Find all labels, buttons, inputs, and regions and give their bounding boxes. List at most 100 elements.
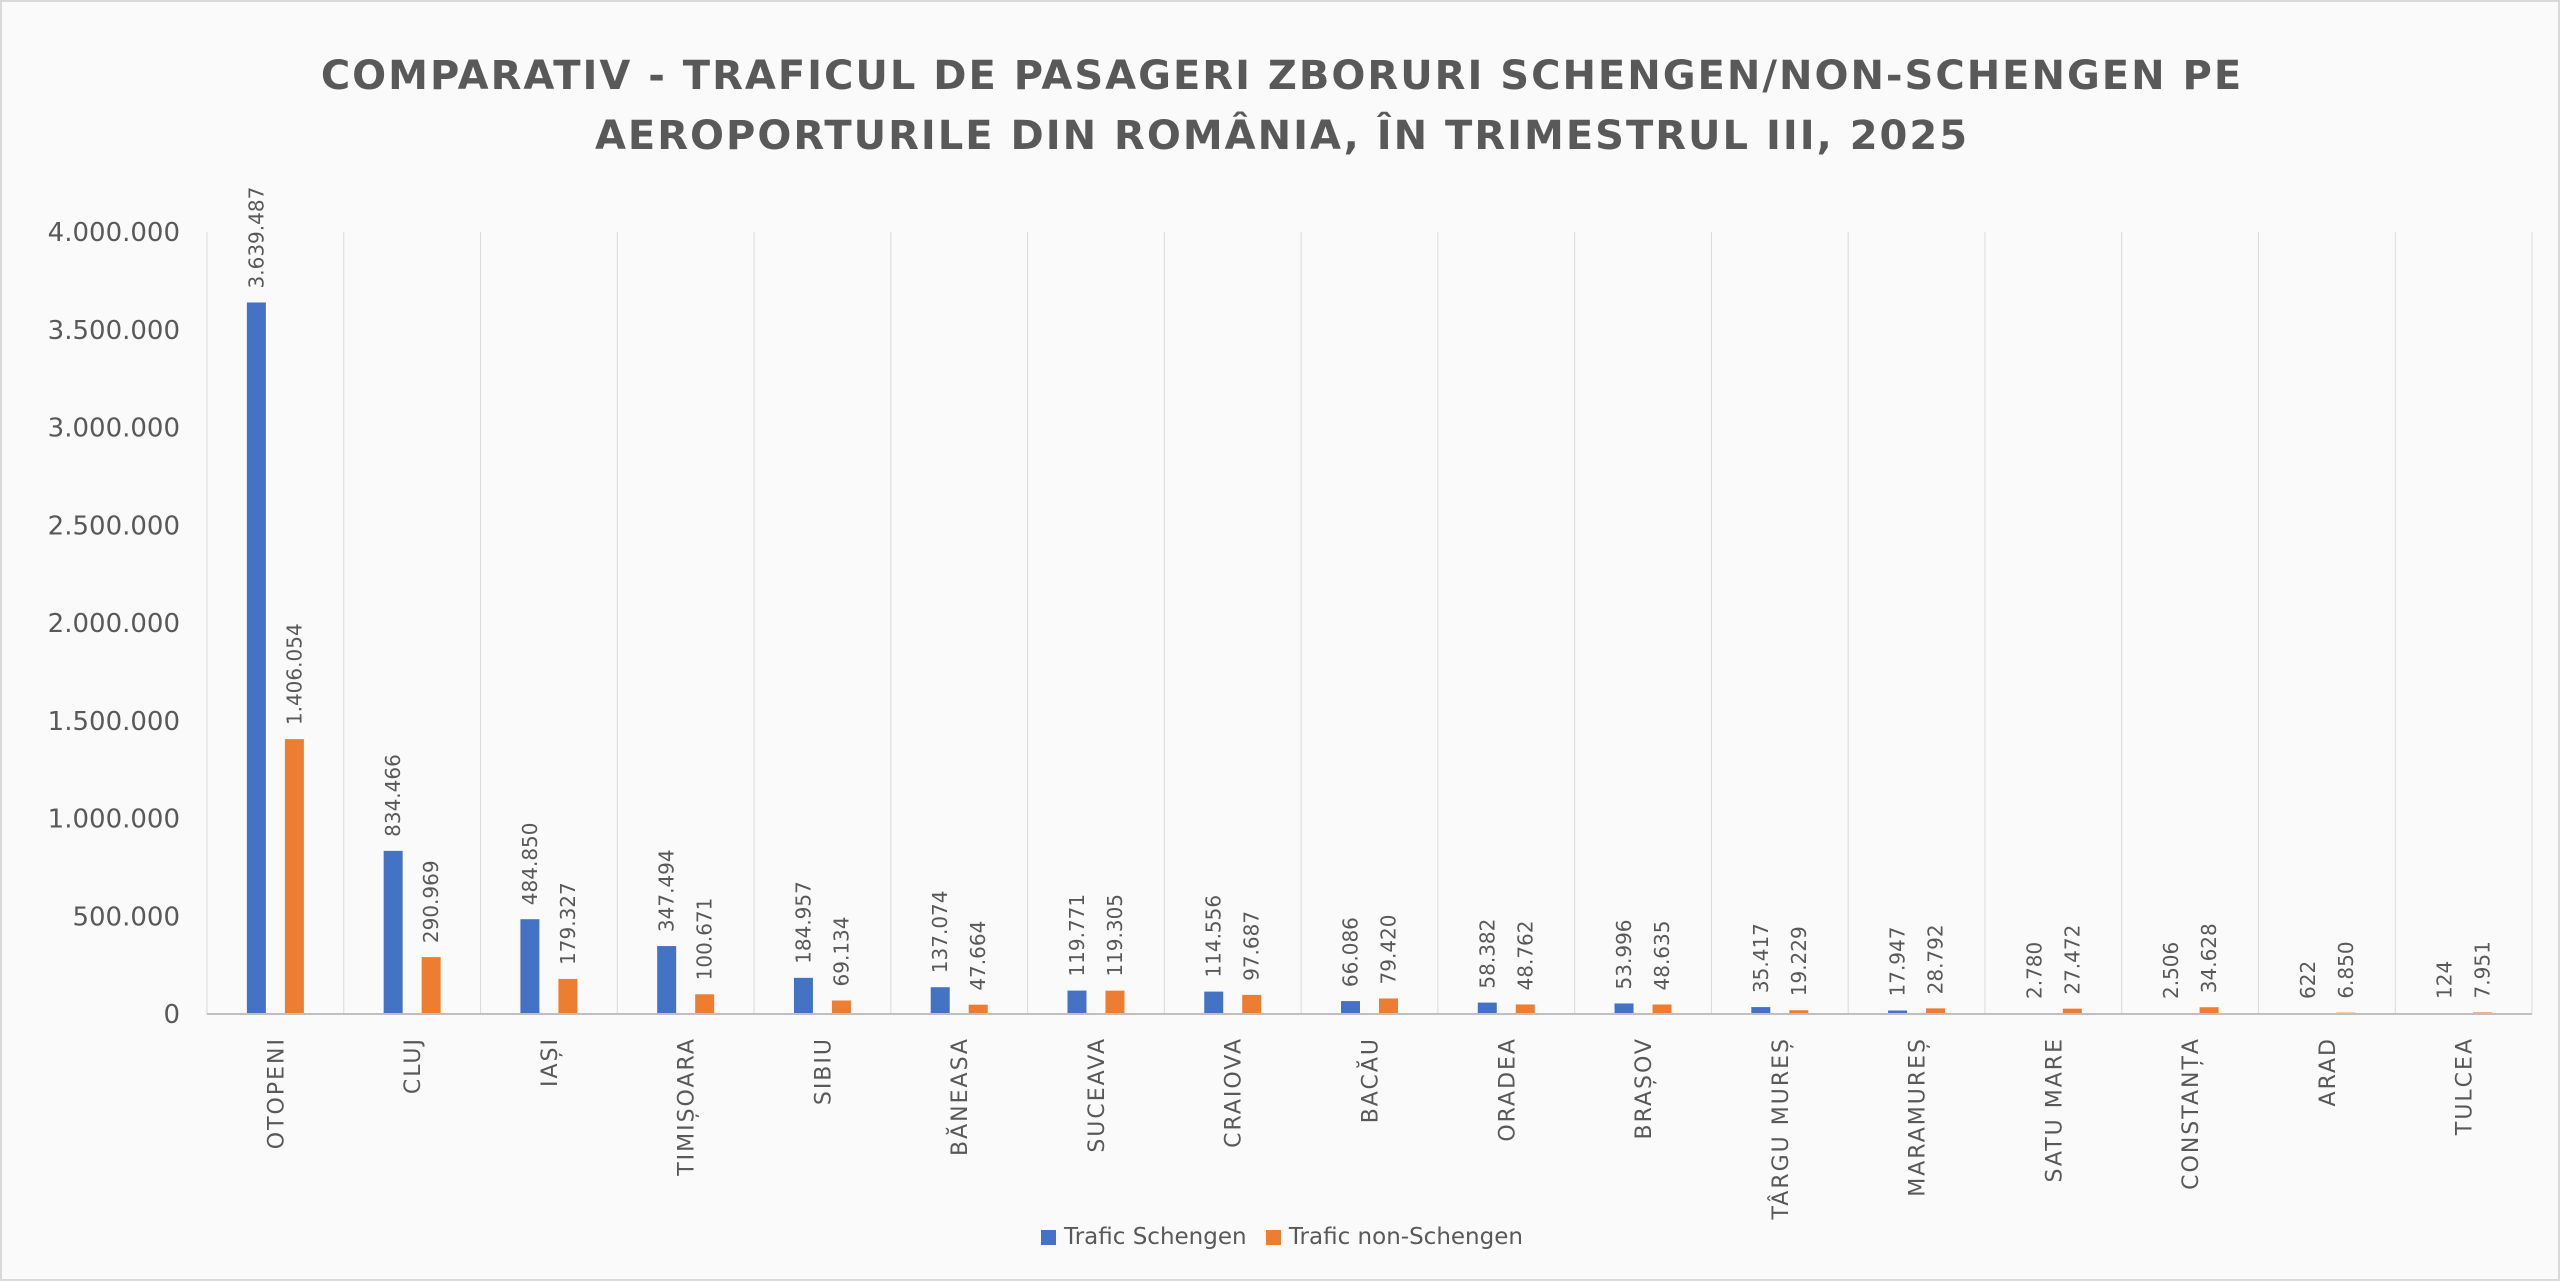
data-label: 100.671	[693, 898, 717, 981]
x-tick-label: CRAIOVA	[1222, 1037, 1247, 1148]
data-label: 47.664	[966, 921, 990, 991]
bar-schengen	[1477, 1002, 1497, 1014]
data-label: 69.134	[829, 916, 853, 986]
x-tick-label: IAȘI	[538, 1037, 563, 1087]
y-tick-label: 4.000.000	[48, 218, 180, 248]
bar-schengen	[1614, 1003, 1634, 1014]
bar-schengen	[657, 946, 677, 1014]
bar-non-schengen	[695, 994, 715, 1014]
bar-schengen	[1067, 990, 1087, 1014]
data-label: 48.635	[1650, 921, 1674, 991]
x-tick-label: BĂNEASA	[946, 1037, 973, 1156]
y-tick-label: 3.000.000	[48, 414, 180, 444]
x-tick-label: BRAȘOV	[1632, 1037, 1657, 1139]
data-label: 19.229	[1787, 926, 1811, 996]
y-tick-label: 1.500.000	[48, 707, 180, 737]
x-tick-label: SUCEAVA	[1085, 1037, 1110, 1153]
bar-non-schengen	[1789, 1010, 1809, 1014]
data-label: 290.969	[419, 860, 443, 943]
legend-item-schengen: Trafic Schengen	[1041, 1224, 1247, 1250]
data-label: 6.850	[2334, 941, 2358, 998]
bar-schengen	[383, 850, 403, 1014]
y-tick-label: 0	[163, 1000, 180, 1030]
legend: Trafic Schengen Trafic non-Schengen	[2, 1224, 2560, 1251]
bar-non-schengen	[1379, 998, 1398, 1014]
legend-swatch-schengen	[1041, 1229, 1057, 1245]
chart-title-line-1: COMPARATIV - TRAFICUL DE PASAGERI ZBORUR…	[320, 53, 2244, 99]
data-label: 484.850	[518, 822, 542, 905]
chart-title: COMPARATIV - TRAFICUL DE PASAGERI ZBORUR…	[182, 46, 2382, 166]
data-label: 48.762	[1513, 920, 1537, 990]
bar-non-schengen	[1515, 1004, 1535, 1014]
bar-non-schengen	[2062, 1008, 2082, 1014]
x-tick-label: MARAMUREȘ	[1906, 1037, 1931, 1197]
legend-item-non-schengen: Trafic non-Schengen	[1265, 1224, 1523, 1250]
bar-schengen	[793, 977, 813, 1014]
x-tick-label: TÂRGU MUREȘ	[1768, 1037, 1794, 1220]
data-label: 347.494	[655, 849, 679, 932]
data-label: 79.420	[1377, 914, 1401, 984]
data-label: 2.506	[2159, 942, 2183, 999]
data-label: 27.472	[2060, 925, 2084, 995]
bar-non-schengen	[2199, 1007, 2219, 1014]
data-label: 184.957	[791, 881, 815, 964]
bar-schengen	[1204, 991, 1224, 1014]
data-label: 114.556	[1202, 895, 1226, 978]
y-tick-label: 500.000	[72, 902, 180, 932]
bar-schengen	[246, 302, 266, 1014]
bar-non-schengen	[1105, 990, 1125, 1014]
bar-non-schengen	[421, 957, 441, 1014]
data-label: 124	[2433, 961, 2457, 999]
x-tick-label: CLUJ	[401, 1037, 426, 1094]
y-tick-label: 2.500.000	[48, 511, 180, 541]
data-label: 17.947	[1886, 927, 1910, 997]
data-label: 622	[2296, 961, 2320, 999]
bar-schengen	[1888, 1010, 1908, 1014]
data-label: 34.628	[2197, 923, 2221, 993]
bar-non-schengen	[284, 739, 304, 1014]
data-label: 58.382	[1475, 919, 1499, 989]
x-tick-label: ORADEA	[1495, 1037, 1520, 1142]
bar-schengen	[1751, 1007, 1771, 1014]
x-tick-label: CONSTANȚA	[2179, 1037, 2204, 1190]
bar-non-schengen	[1652, 1004, 1672, 1014]
y-tick-label: 2.000.000	[48, 609, 180, 639]
x-tick-label: TIMIȘOARA	[675, 1037, 700, 1177]
legend-swatch-non-schengen	[1265, 1229, 1281, 1245]
y-tick-label: 3.500.000	[48, 316, 180, 346]
x-tick-label: BACĂU	[1357, 1037, 1384, 1123]
data-label: 119.771	[1065, 894, 1089, 977]
data-label: 179.327	[556, 882, 580, 965]
data-label: 3.639.487	[244, 187, 268, 289]
bar-schengen	[1341, 1001, 1360, 1014]
x-tick-label: SIBIU	[811, 1037, 836, 1105]
x-tick-label: SATU MARE	[2042, 1037, 2067, 1182]
legend-label-schengen: Trafic Schengen	[1064, 1224, 1247, 1250]
chart-title-line-2: AEROPORTURILE DIN ROMÂNIA, ÎN TRIMESTRUL…	[594, 113, 1970, 159]
data-label: 66.086	[1339, 917, 1363, 987]
data-label: 53.996	[1612, 919, 1636, 989]
bar-non-schengen	[968, 1004, 988, 1014]
bar-non-schengen	[1926, 1008, 1946, 1014]
x-tick-label: ARAD	[2316, 1037, 2341, 1106]
bar-schengen	[930, 987, 950, 1014]
data-label: 1.406.054	[282, 623, 306, 725]
data-label: 2.780	[2022, 942, 2046, 999]
bar-non-schengen	[558, 978, 578, 1014]
x-tick-label: OTOPENI	[264, 1037, 289, 1149]
legend-label-non-schengen: Trafic non-Schengen	[1288, 1224, 1523, 1250]
y-tick-label: 1.000.000	[48, 805, 180, 835]
data-label: 7.951	[2471, 941, 2495, 998]
data-label: 28.792	[1924, 924, 1948, 994]
data-label: 834.466	[381, 754, 405, 837]
data-label: 97.687	[1240, 911, 1264, 981]
bar-schengen	[520, 919, 540, 1014]
data-label: 119.305	[1103, 894, 1127, 977]
bar-non-schengen	[1242, 994, 1262, 1014]
bar-non-schengen	[831, 1000, 851, 1014]
data-label: 137.074	[928, 890, 952, 973]
data-label: 35.417	[1749, 923, 1773, 993]
x-tick-label: TULCEA	[2453, 1037, 2478, 1136]
